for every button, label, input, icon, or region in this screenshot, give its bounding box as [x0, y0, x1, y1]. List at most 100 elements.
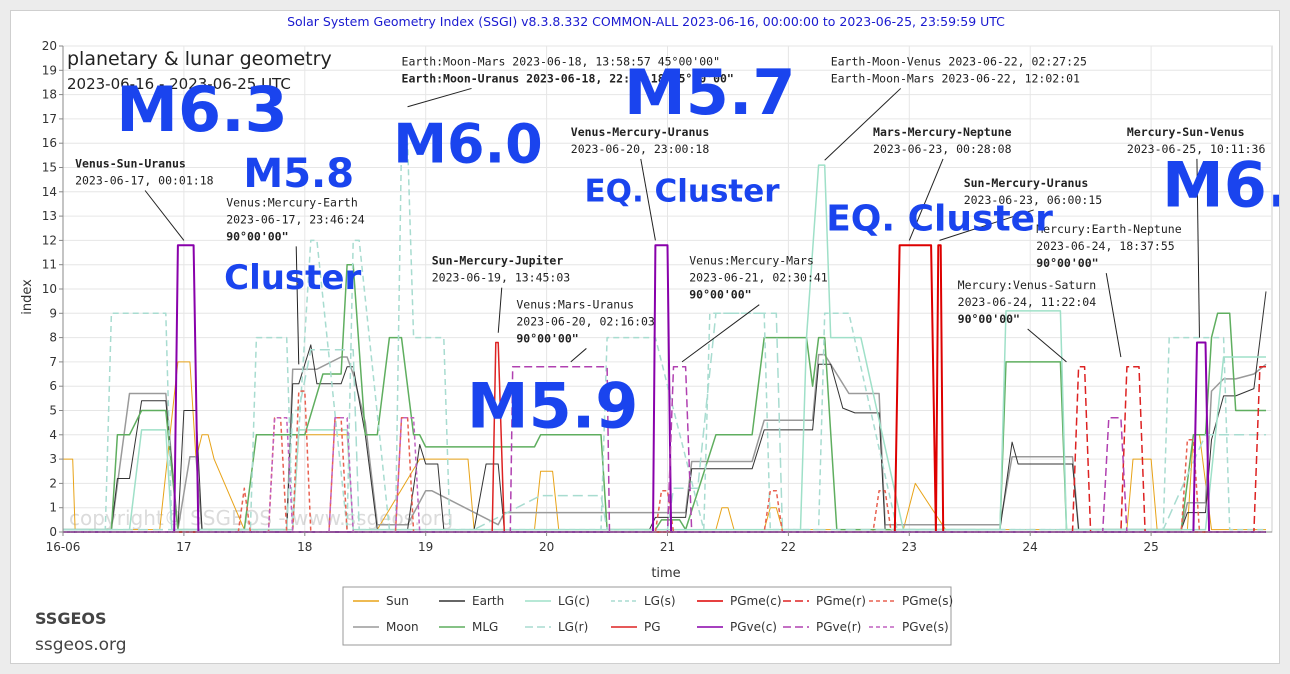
annotation-pointer — [295, 246, 300, 365]
annotation-title: Venus:Mars-Uranus — [516, 297, 634, 311]
annotation: Mercury:Earth-Neptune 2023-06-24, 18:37:5… — [1036, 222, 1182, 358]
annotation-time: 2023-06-23, 06:00:15 — [964, 193, 1102, 207]
overlay-label: EQ. Cluster — [826, 199, 1053, 240]
annotation: Sun-Mercury-Uranus 2023-06-23, 06:00:15 — [939, 176, 1102, 241]
annotation-title: Earth:Moon-Mars 2023-06-18, 13:58:57 45°… — [402, 54, 721, 68]
annotation-time: 2023-06-24, 11:22:04 — [958, 295, 1097, 309]
series-line-lg-r — [63, 312, 1266, 531]
annotation-pointer — [908, 158, 944, 241]
overlay-label: M5.7 — [624, 56, 796, 129]
annotation-pointer — [1196, 158, 1200, 338]
annotation-angle: 90°00'00" — [958, 312, 1020, 326]
annotation-title: Mercury:Venus-Saturn — [958, 278, 1096, 292]
y-tick-label: 5 — [49, 404, 57, 418]
y-tick-label: 8 — [49, 331, 57, 345]
annotation-title: Mercury:Earth-Neptune — [1036, 222, 1181, 236]
y-tick-label: 4 — [49, 428, 57, 442]
legend-label: LG(s) — [644, 594, 676, 608]
annotation: Mercury:Venus-Saturn 2023-06-24, 11:22:04… — [958, 278, 1097, 363]
annotation-title: Mars-Mercury-Neptune — [873, 125, 1012, 139]
y-tick-label: 6 — [49, 379, 57, 393]
annotation-time: 2023-06-20, 23:00:18 — [571, 142, 710, 156]
y-tick-label: 16 — [42, 136, 57, 150]
legend-label: PGme(c) — [730, 594, 782, 608]
x-tick-label: 20 — [539, 540, 554, 554]
x-tick-label: 22 — [781, 540, 796, 554]
x-tick-label: 25 — [1143, 540, 1158, 554]
y-tick-label: 19 — [42, 63, 57, 77]
annotation-pointer — [681, 304, 760, 363]
legend-box — [342, 586, 952, 646]
annotation-time: 2023-06-20, 02:16:03 — [516, 314, 655, 328]
annotation-pointer — [1105, 273, 1122, 358]
series-line-lg-s — [63, 142, 1266, 531]
grid — [62, 45, 1273, 533]
annotation-pointer — [497, 287, 503, 333]
y-tick-label: 0 — [49, 525, 57, 539]
legend-label: PGve(r) — [816, 620, 861, 634]
x-tick-label: 18 — [297, 540, 312, 554]
x-tick-label: 17 — [176, 540, 191, 554]
annotation-pointer — [1027, 328, 1067, 363]
annotation: Venus:Mercury-Earth 2023-06-17, 23:46:24 9… — [226, 195, 365, 365]
y-tick-label: 3 — [49, 452, 57, 466]
annotation-title: Venus-Sun-Uranus — [75, 157, 186, 171]
chart-subtitle-line-2: 2023-06-16 - 2023-06-25 UTC — [67, 75, 291, 93]
legend-label: PG — [644, 620, 661, 634]
legend-label: Moon — [386, 620, 419, 634]
annotation-time: 2023-06-23, 00:28:08 — [873, 142, 1012, 156]
annotation-title: Sun-Mercury-Uranus — [964, 176, 1089, 190]
legend-label: PGme(r) — [816, 594, 866, 608]
annotation-title: Venus:Mercury-Mars — [689, 254, 814, 268]
annotation-pointer — [407, 87, 472, 108]
legend-label: MLG — [472, 620, 498, 634]
annotation-time: 2023-06-17, 00:01:18 — [75, 174, 214, 188]
earthquake-overlay-labels: M6.3 M6.0 M5.8 M5.7 EQ. Cluster EQ. Cluster M6… — [116, 56, 1279, 442]
annotation-pointer — [144, 190, 185, 241]
series-line-mlg — [63, 263, 1266, 531]
x-tick-label: 23 — [902, 540, 917, 554]
legend-label: LG(c) — [558, 594, 590, 608]
overlay-label: M6.3 — [116, 73, 288, 146]
y-axis-label: index — [20, 279, 35, 315]
annotation: Venus:Mercury-Mars 2023-06-21, 02:30:41 90… — [681, 254, 828, 363]
brand-name: SSGEOS — [35, 609, 107, 628]
annotation-title: Mercury-Sun-Venus — [1127, 125, 1245, 139]
annotation: Sun-Mercury-Jupiter 2023-06-19, 13:45:03 — [432, 254, 570, 333]
overlay-label: M5.8 — [243, 151, 354, 197]
annotation-title: Earth-Moon-Venus 2023-06-22, 02:27:25 — [831, 54, 1087, 68]
series-line-pgve-c — [63, 244, 1266, 533]
legend-label: Sun — [386, 594, 409, 608]
y-tick-label: 2 — [49, 476, 57, 490]
series-line-pgve-r — [63, 366, 1266, 533]
annotation-title: Venus:Mercury-Earth — [226, 195, 358, 209]
annotation-angle: 90°00'00" — [516, 331, 578, 345]
x-axis-label: time — [651, 566, 680, 581]
annotation-title: Sun-Mercury-Jupiter — [432, 254, 564, 268]
y-tick-label: 12 — [42, 233, 57, 247]
annotation-pointer — [824, 88, 902, 161]
legend: Sun Earth LG(c) LG(s) PGme(c) PGme(r) PGme(s) M… — [342, 586, 953, 646]
y-tick-label: 15 — [42, 161, 57, 175]
x-tick-label: 21 — [660, 540, 675, 554]
chart-panel: Solar System Geometry Index (SSGI) v8.3.… — [10, 10, 1280, 664]
legend-label: Earth — [472, 594, 504, 608]
x-tick-label: 24 — [1023, 540, 1038, 554]
y-tick-label: 14 — [42, 185, 57, 199]
annotation-angle: 90°00'00" — [1036, 256, 1098, 270]
overlay-label: M6.0 — [1162, 148, 1279, 221]
y-tick-label: 20 — [42, 39, 57, 53]
legend-label: PGve(c) — [730, 620, 777, 634]
annotation-title: Venus-Mercury-Uranus — [571, 125, 709, 139]
y-tick-label: 13 — [42, 209, 57, 223]
annotation: Mars-Mercury-Neptune 2023-06-23, 00:28:08 — [873, 125, 1012, 241]
y-tick-label: 18 — [42, 88, 57, 102]
y-tick-label: 10 — [42, 282, 57, 296]
overlay-label: Cluster — [224, 258, 361, 298]
annotation: Earth-Moon-Venus 2023-06-22, 02:27:25 Ear… — [824, 54, 1087, 161]
annotation-pointer — [640, 158, 656, 241]
annotation: Earth:Moon-Mars 2023-06-18, 13:58:57 45°… — [402, 54, 734, 108]
annotation: Venus-Sun-Uranus 2023-06-17, 00:01:18 — [75, 157, 214, 241]
annotation-time: 2023-06-24, 18:37:55 — [1036, 239, 1174, 253]
